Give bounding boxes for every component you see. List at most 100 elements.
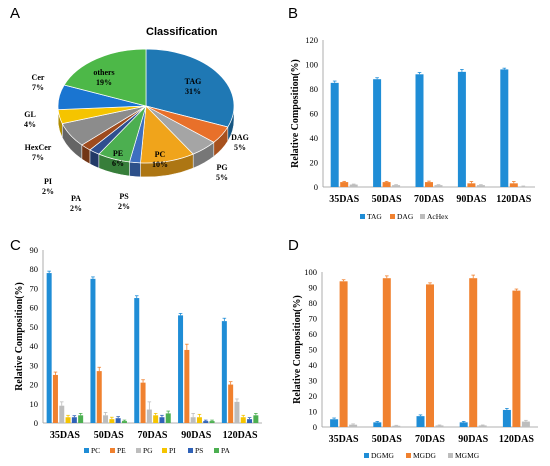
bar-mgdg (469, 278, 478, 427)
bar-mgdg (512, 290, 521, 427)
bar-dag (382, 182, 391, 187)
y-tick-label: 90 (30, 245, 39, 255)
bar-dgmg (330, 419, 339, 427)
bar-dgmg (459, 422, 468, 427)
y-tick-label: 20 (309, 391, 318, 401)
bar-pi (109, 419, 115, 423)
y-tick-label: 90 (309, 283, 318, 293)
y-tick-label: 40 (310, 133, 319, 143)
x-category-label: 70DAS (414, 194, 444, 205)
bar-mgmg (478, 425, 487, 427)
legend-swatch-mgdg (406, 453, 411, 458)
legend-swatch-pe (110, 448, 115, 453)
y-tick-label: 100 (305, 60, 318, 70)
bar-achex (392, 185, 401, 187)
bar-pa (209, 421, 215, 423)
y-tick-label: 70 (30, 283, 39, 293)
y-tick-label: 60 (309, 329, 318, 339)
legend-swatch-mgmg (448, 453, 453, 458)
x-category-label: 70DAS (415, 434, 445, 445)
x-category-label: 50DAS (372, 194, 402, 205)
pie-label-ps: PS 2% (118, 192, 130, 211)
legend-label-dag: DAG (397, 212, 414, 221)
y-tick-label: 50 (30, 322, 39, 332)
bar-pg (103, 415, 109, 423)
panel-letter-C: C (10, 237, 21, 254)
y-tick-label: 0 (314, 182, 318, 192)
legend-swatch-dgmg (364, 453, 369, 458)
legend-swatch-achex (420, 214, 425, 219)
pie-slice-tag (145, 48, 235, 128)
bar-pi (196, 417, 202, 423)
legend-label-pg: PG (143, 446, 153, 455)
legend-label-mgmg: MGMG (455, 451, 480, 460)
bar-pc (46, 273, 52, 423)
x-category-label: 120DAS (496, 194, 531, 205)
bar-achex (434, 185, 443, 187)
pie-label-dag: DAG 5% (231, 133, 249, 152)
bar-panel-C: C 0 10 20 30 40 50 60 70 80 90 Relative Composition… (10, 237, 262, 455)
x-category-label: 90DAS (456, 194, 486, 205)
bar-mgdg (382, 278, 391, 427)
pie-slice-others (63, 48, 147, 107)
y-tick-label: 10 (30, 399, 39, 409)
pie-label-pc: PC 10% (152, 150, 168, 169)
legend-label-pa: PA (221, 446, 230, 455)
bar-tag (457, 71, 466, 187)
panel-letter-A: A (10, 5, 20, 22)
y-tick-label: 0 (34, 418, 38, 428)
bar-achex (476, 185, 485, 187)
y-tick-label: 80 (30, 264, 39, 274)
pie-label-pg: PG 5% (216, 163, 228, 182)
x-category-label: 90DAS (458, 434, 488, 445)
y-tick-label: 20 (310, 158, 319, 168)
y-tick-label: 40 (309, 360, 318, 370)
bar-mgdg (426, 284, 434, 427)
bar-pc (221, 321, 227, 423)
y-axis-label: Relative Composition(%) (292, 295, 303, 404)
bar-dag (467, 183, 476, 187)
y-tick-label: 80 (309, 298, 318, 308)
y-tick-label: 30 (30, 360, 39, 370)
pie-label-others: others 19% (93, 68, 114, 87)
bar-pc (134, 298, 140, 423)
bar-pc (178, 315, 184, 423)
bar-pa (121, 421, 127, 423)
y-tick-label: 30 (309, 376, 318, 386)
bar-tag (373, 79, 382, 187)
bar-pg (190, 417, 196, 423)
y-tick-label: 40 (30, 341, 39, 351)
bar-tag (330, 82, 339, 187)
y-tick-label: 50 (309, 345, 318, 355)
pie-label-pa: PA 2% (70, 194, 82, 213)
bar-panel-B: B 0 20 40 60 80 100 120 Relative Composition(%) 3… (288, 5, 535, 221)
bar-ps (159, 417, 165, 423)
bar-tag (415, 74, 424, 187)
bar-achex (349, 184, 358, 187)
x-category-label: 35DAS (50, 430, 80, 441)
bar-pe (140, 382, 146, 423)
bar-dgmg (416, 416, 425, 427)
legend-label-achex: AcHex (427, 212, 448, 221)
bar-dag (340, 182, 349, 187)
legend-swatch-pa (214, 448, 219, 453)
bar-ps (203, 421, 209, 423)
legend-swatch-ps (188, 448, 193, 453)
legend-swatch-pg (136, 448, 141, 453)
y-tick-label: 60 (30, 303, 39, 313)
y-tick-label: 80 (310, 84, 319, 94)
y-tick-label: 10 (309, 407, 318, 417)
bar-pg (234, 401, 240, 423)
x-category-label: 120DAS (223, 430, 258, 441)
bar-pe (52, 374, 58, 423)
y-tick-label: 0 (313, 422, 317, 432)
legend-label-mgdg: MGDG (413, 451, 437, 460)
legend-swatch-pi (162, 448, 167, 453)
x-category-label: 50DAS (372, 434, 402, 445)
pie-label-pe: PE 6% (112, 149, 124, 168)
bar-pe (96, 371, 102, 423)
bar-mgmg (521, 421, 530, 427)
x-category-label: 50DAS (94, 430, 124, 441)
legend-label-pi: PI (169, 446, 176, 455)
